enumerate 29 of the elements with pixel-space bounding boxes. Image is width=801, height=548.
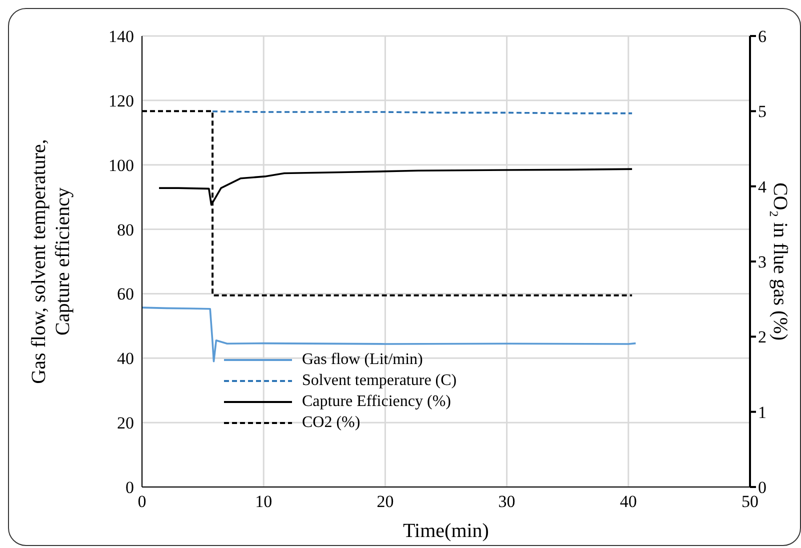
y-tick-label: 0 <box>126 478 134 498</box>
y2-tick-label: 6 <box>758 27 766 46</box>
legend-label: CO2 (%) <box>302 414 360 432</box>
y-tick-label: 80 <box>117 220 134 240</box>
y-tick-label: 120 <box>108 91 134 110</box>
y2-axis-title: CO₂ in flue gas (%) <box>769 182 791 341</box>
legend-label: Gas flow (Lit/min) <box>302 350 423 368</box>
y-tick-label: 140 <box>108 27 134 46</box>
legend-label: Capture Efficiency (%) <box>302 392 451 410</box>
y2-tick-label: 3 <box>758 252 766 272</box>
y2-tick-label: 5 <box>758 102 766 122</box>
y-tick-label: 40 <box>117 349 134 368</box>
y2-tick-label: 1 <box>758 402 766 422</box>
x-tick-label: 30 <box>498 492 516 512</box>
y2-tick-label: 0 <box>758 478 766 498</box>
y-axis-title: Gas flow, solvent temperature, Capture efficiency <box>28 139 74 384</box>
y2-tick-label: 4 <box>758 177 767 196</box>
x-tick-label: 20 <box>376 492 394 512</box>
line-series <box>158 168 633 206</box>
y-tick-label: 20 <box>117 414 134 433</box>
y-tick-label: 60 <box>117 284 134 304</box>
x-tick-label: 50 <box>742 492 758 512</box>
legend-label: Solvent temperature (C) <box>302 372 457 390</box>
x-tick-label: 40 <box>620 492 637 512</box>
y-tick-label: 100 <box>108 156 134 175</box>
y2-tick-label: 2 <box>758 328 766 347</box>
x-axis-title: Time(min) <box>403 520 489 542</box>
x-tick-label: 10 <box>255 492 272 512</box>
x-tick-label: 0 <box>138 492 146 512</box>
